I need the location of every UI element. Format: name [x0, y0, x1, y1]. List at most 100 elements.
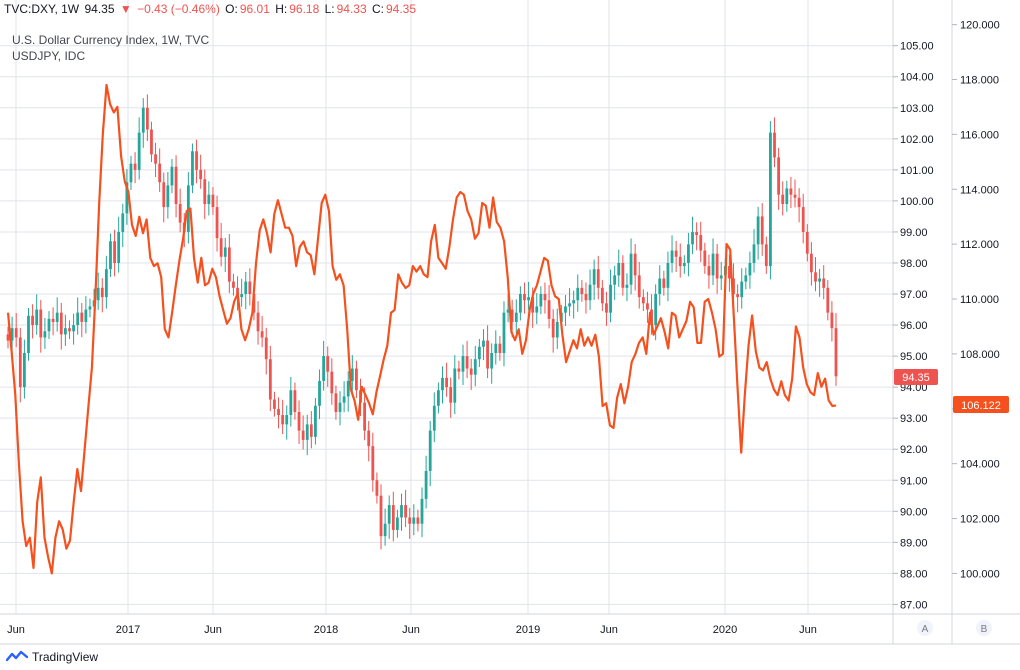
candle-body	[801, 207, 805, 232]
candle-body	[666, 262, 670, 288]
candle-body	[728, 266, 731, 279]
open-value: 96.01	[239, 2, 270, 16]
candle-body	[781, 194, 785, 205]
candle-body	[605, 303, 608, 313]
candle-body	[273, 399, 276, 409]
dxy-last-price-label: 94.35	[902, 372, 930, 384]
candle-body	[810, 253, 813, 273]
candle-body	[744, 275, 748, 282]
candle-body	[428, 430, 432, 471]
candle-body	[281, 415, 285, 425]
axis-b-button[interactable]: B	[976, 620, 992, 636]
candle-body	[137, 132, 141, 170]
candle-body	[822, 278, 826, 288]
candle-body	[695, 231, 699, 236]
candle-body	[141, 107, 145, 133]
candle-body	[240, 294, 244, 298]
dxy-tick-label: 87.00	[900, 599, 928, 611]
candle-body	[580, 287, 584, 295]
candle-body	[80, 312, 84, 322]
candle-body	[35, 309, 39, 326]
candle-body	[199, 169, 203, 180]
legend-series-a[interactable]: U.S. Dollar Currency Index, 1W, TVC	[12, 33, 210, 47]
candle-body	[404, 505, 408, 518]
usdjpy-last-price-label: 106.122	[961, 400, 1001, 412]
candle-body	[309, 424, 313, 437]
candle-body	[691, 231, 694, 245]
candle-body	[654, 294, 658, 326]
candle-body	[162, 182, 166, 208]
dxy-price-axis[interactable]: 105.00 104.00 103.00 102.00 101.00 100.00 99.0…	[893, 41, 934, 612]
candle-body	[211, 194, 215, 208]
candle-body	[814, 272, 817, 282]
candle-body	[646, 303, 649, 310]
dxy-tick-label: 100.00	[900, 196, 934, 208]
candle-body	[68, 328, 71, 332]
candle-body	[154, 154, 157, 164]
candle-body	[203, 179, 207, 205]
candle-body	[195, 151, 198, 170]
dxy-tick-label: 103.00	[900, 103, 934, 115]
candle-body	[318, 380, 321, 406]
candle-body	[383, 523, 387, 537]
candle-body	[477, 346, 481, 360]
candle-body	[55, 312, 59, 322]
candle-body	[367, 430, 371, 447]
candle-body	[355, 368, 358, 391]
symbol-name[interactable]: TVC:DXY, 1W	[4, 2, 80, 16]
candle-body	[494, 343, 498, 353]
candle-body	[572, 300, 576, 304]
candle-body	[227, 247, 231, 282]
candle-body	[408, 517, 412, 524]
candle-body	[305, 424, 309, 440]
time-tick-label: Jun	[600, 624, 618, 636]
candle-body	[551, 318, 555, 338]
dxy-tick-label: 95.00	[900, 351, 928, 363]
candle-body	[535, 306, 539, 313]
candle-body	[277, 408, 280, 416]
usdjpy-price-axis[interactable]: 120.000 118.000 116.000 114.000 112.000 110.0…	[952, 20, 1000, 581]
candle-body	[301, 430, 305, 440]
dxy-tick-label: 99.00	[900, 227, 928, 239]
candle-body	[592, 269, 596, 285]
grid-lines	[0, 0, 893, 614]
candle-body	[363, 402, 367, 431]
candle-body	[314, 405, 317, 437]
candle-body	[346, 380, 350, 397]
candle-body	[47, 318, 51, 332]
candle-body	[576, 287, 580, 301]
candle-body	[777, 157, 781, 195]
candle-body	[51, 318, 55, 322]
candle-body	[600, 287, 604, 304]
candle-body	[748, 262, 752, 276]
price-change: −0.43 (−0.46%)	[137, 2, 220, 16]
candle-body	[223, 247, 227, 257]
candle-body	[174, 166, 178, 205]
axis-a-button[interactable]: A	[917, 620, 933, 636]
tradingview-logo[interactable]: TradingView	[6, 650, 98, 664]
candle-body	[715, 253, 719, 279]
candle-body	[88, 306, 92, 310]
candle-body	[207, 194, 211, 205]
candle-body	[129, 163, 133, 183]
candle-body	[330, 371, 334, 394]
candle-body	[166, 185, 170, 208]
usdjpy-tick-label: 114.000	[960, 184, 999, 196]
candle-body	[449, 387, 453, 403]
candle-body	[789, 188, 793, 195]
candle-body	[145, 107, 149, 130]
time-tick-label: 2017	[116, 624, 140, 636]
high-label: H:	[275, 2, 288, 16]
candle-body	[396, 517, 399, 530]
low-label: L:	[324, 2, 335, 16]
candle-body	[334, 393, 338, 412]
legend-series-b[interactable]: USDJPY, IDC	[12, 49, 86, 63]
candle-body	[109, 241, 112, 270]
usdjpy-last-price-marker: 106.122	[953, 396, 1009, 413]
candle-body	[375, 480, 379, 496]
usdjpy-tick-label: 100.000	[960, 568, 1000, 580]
time-axis[interactable]: Jun 2017 Jun 2018 Jun 2019 Jun 2020 Jun	[7, 624, 817, 636]
candle-body	[621, 262, 625, 288]
dxy-tick-label: 102.00	[900, 134, 934, 146]
